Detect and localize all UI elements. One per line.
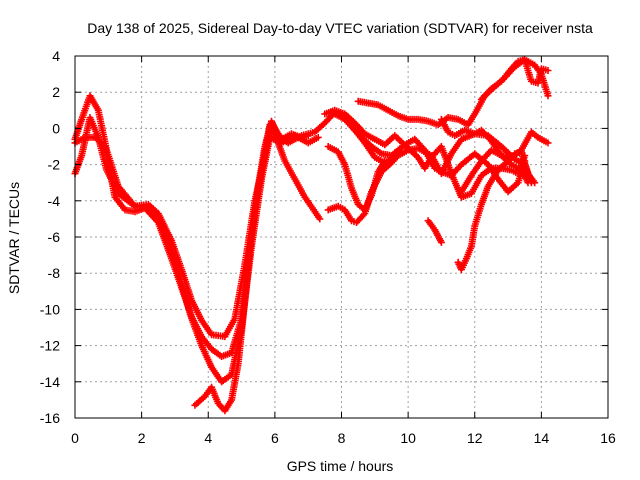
data-point [544,67,552,74]
x-tick-label: 12 [467,430,483,446]
y-tick-label: -12 [40,338,60,354]
data-point [314,133,322,141]
y-tick-labels: 4 2 0 -2 -4 -6 -8 -10 -12 -14 -16 [40,48,60,426]
series-s12 [324,148,405,226]
y-tick-label: -8 [48,265,61,281]
x-tick-label: 10 [400,430,416,446]
y-tick-label: -10 [40,301,60,317]
data-point [359,211,367,219]
axis-ticks [74,55,609,419]
y-tick-label: -14 [40,374,60,390]
y-tick-label: 4 [52,48,60,64]
data-point [531,179,539,187]
data-series [71,56,552,415]
x-axis-label: GPS time / hours [287,458,394,474]
data-point [437,238,445,246]
x-tick-label: 8 [338,430,346,446]
y-tick-label: 0 [52,120,60,136]
chart-title: Day 138 of 2025, Sidereal Day-to-day VTE… [87,20,593,36]
y-tick-label: -6 [48,229,61,245]
data-point [544,92,552,100]
data-point [381,157,389,165]
y-tick-label: -4 [48,193,61,209]
x-tick-label: 6 [271,430,279,446]
x-tick-label: 16 [600,430,616,446]
data-point [544,139,552,147]
series-s3 [71,121,324,360]
series-s14 [477,56,552,103]
x-tick-label: 4 [204,430,212,446]
data-point [398,148,405,156]
data-point [316,215,324,223]
x-tick-label: 14 [534,430,550,446]
x-tick-label: 2 [138,430,146,446]
y-tick-label: -16 [40,410,60,426]
series-s8 [424,217,445,246]
series-s13 [457,128,552,196]
data-point [524,179,532,187]
x-tick-labels: 0 2 4 6 8 10 12 14 16 [71,430,616,446]
y-tick-label: -2 [48,157,61,173]
y-axis-label: SDTVAR / TECUs [6,182,22,294]
y-tick-label: 2 [52,84,60,100]
x-tick-label: 0 [71,430,79,446]
